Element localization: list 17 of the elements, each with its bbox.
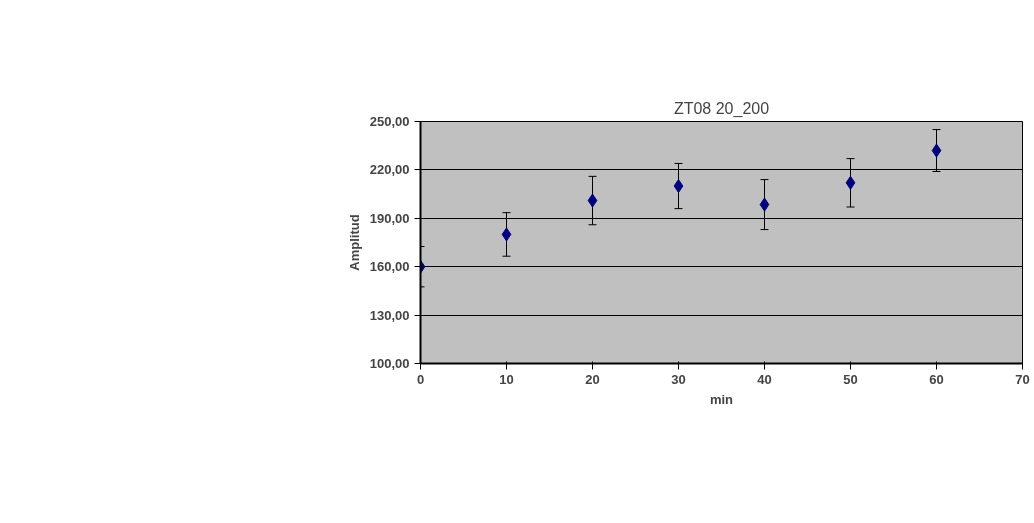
y-tick-label: 130,00 xyxy=(369,307,410,323)
x-tick-label: 20 xyxy=(585,371,600,387)
y-tick-label: 160,00 xyxy=(369,259,410,275)
y-tick-label: 250,00 xyxy=(369,114,410,129)
text: ZT08 20_200 xyxy=(673,99,770,118)
x-tick-label: 0 xyxy=(416,371,425,387)
y-tick-label: 220,00 xyxy=(369,162,410,178)
x-axis-title: min xyxy=(709,391,734,407)
x-tick-label: 70 xyxy=(1015,371,1030,387)
x-tick-label: 50 xyxy=(843,371,858,387)
y-axis-title: Amplitud xyxy=(346,214,362,271)
y-tick-label: 190,00 xyxy=(369,210,410,226)
x-tick-label: 60 xyxy=(929,371,944,387)
x-tick-label: 10 xyxy=(499,371,514,387)
y-tick-label: 100,00 xyxy=(369,356,410,371)
x-tick-label: 30 xyxy=(671,371,686,387)
x-tick-label: 40 xyxy=(757,371,772,387)
